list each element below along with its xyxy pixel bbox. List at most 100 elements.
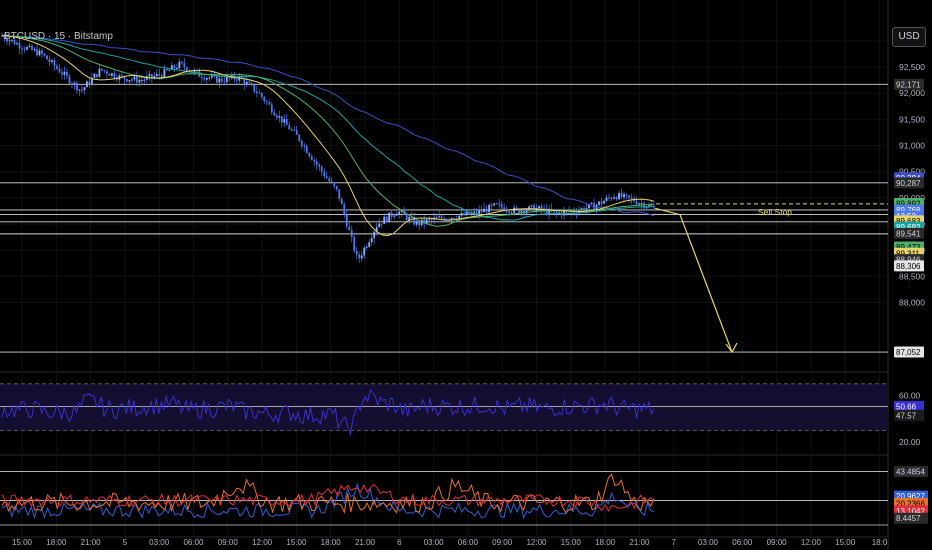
dmi-value-label: 8.4457 (894, 512, 928, 524)
candle-body (225, 77, 228, 82)
moving-average-long (1, 35, 655, 217)
candle-body (138, 80, 141, 83)
candle-body (285, 119, 288, 125)
time-tick-label: 06:00 (458, 538, 479, 547)
candle-body (303, 145, 306, 147)
rsi-tick-label: 20.00 (899, 437, 921, 447)
candle-body (530, 205, 533, 207)
rsi-line (1, 388, 655, 436)
price-label-text: 89,768 (896, 206, 921, 215)
rsi-value-label: 50.66 (894, 400, 924, 412)
time-tick-label: 12:00 (801, 538, 822, 547)
moving-average-green (1, 35, 655, 227)
candle-body (335, 186, 338, 190)
candle-body (388, 212, 391, 222)
time-tick-label: 15:00 (286, 538, 307, 547)
candle-body (308, 152, 311, 157)
candle-body (108, 74, 111, 76)
candle-body (355, 250, 358, 255)
candle-body (588, 204, 590, 209)
candle-body (535, 208, 538, 212)
candles (1, 32, 655, 263)
candle-body (155, 73, 158, 77)
candle-body (215, 75, 218, 83)
candle-body (365, 246, 368, 248)
candle-body (170, 65, 173, 70)
candle-body (126, 79, 128, 82)
candle-body (220, 78, 223, 82)
candle-body (610, 197, 613, 199)
candle-body (343, 204, 346, 215)
candle-body (131, 79, 133, 81)
dmi-value-label: 13.1042 (894, 505, 928, 517)
candle-body (580, 208, 583, 211)
candle-body (53, 60, 56, 67)
time-tick-label: 06:00 (183, 538, 204, 547)
candle-body (613, 197, 615, 199)
time-tick-label: 21:00 (629, 538, 650, 547)
candle-body (338, 189, 341, 199)
candle-body (315, 161, 318, 165)
time-tick-label: 09:00 (218, 538, 239, 547)
dmi-value-bg (894, 512, 928, 524)
time-tick-label: 12:00 (526, 538, 547, 547)
moving-average-mid (1, 35, 654, 221)
candle-body (615, 197, 618, 200)
candle-body (253, 84, 256, 92)
candle-body (395, 214, 398, 216)
candle-body (430, 219, 433, 221)
candle-body (96, 74, 98, 77)
candle-body (493, 203, 496, 206)
candle-body (545, 208, 548, 215)
candle-body (425, 219, 428, 224)
price-label-text: 87,052 (896, 348, 921, 357)
candle-body (200, 76, 203, 79)
dmi-minus-line (1, 482, 655, 520)
candle-body (293, 129, 296, 131)
candle-body (628, 195, 630, 198)
candle-body (270, 104, 273, 113)
candle-body (123, 76, 126, 80)
price-tick-label: 88,000 (899, 297, 925, 307)
candle-body (163, 69, 166, 78)
price-tick-label: 88,500 (899, 271, 925, 281)
candle-body (208, 77, 211, 79)
candle-body (240, 75, 243, 79)
candle-body (83, 87, 86, 90)
candle-body (488, 204, 491, 213)
candle-body (173, 65, 176, 69)
dmi-value-text: 20.2366 (896, 499, 925, 508)
time-tick-label: 6 (397, 538, 402, 547)
candle-body (61, 72, 63, 75)
time-tick-label: 18:00 (321, 538, 342, 547)
candle-body (235, 79, 238, 81)
candle-body (323, 171, 326, 177)
time-tick-label: 21:00 (355, 538, 376, 547)
candle-body (103, 70, 106, 72)
time-tick-label: 18:00 (46, 538, 67, 547)
candle-body (56, 66, 58, 69)
price-tick-label: 90,500 (899, 167, 925, 177)
candle-body (593, 203, 595, 210)
candle-body (483, 208, 486, 213)
chart-title: BTCUSD · 15 · Bitstamp (4, 31, 113, 42)
candle-body (73, 82, 76, 85)
candle-body (180, 61, 183, 64)
candle-body (353, 236, 356, 251)
candle-body (3, 35, 6, 39)
candle-body (490, 204, 493, 206)
candle-body (158, 73, 161, 76)
candle-body (458, 215, 461, 220)
candle-body (205, 77, 208, 80)
candle-body (150, 74, 153, 78)
candle-body (263, 97, 266, 102)
candle-body (218, 78, 221, 83)
sell-stop-label: Sell Stop (758, 207, 792, 217)
dmi-value-label: 20.2366 (894, 497, 928, 509)
candle-body (603, 200, 605, 204)
candle-body (600, 201, 603, 204)
candle-body (408, 216, 411, 220)
candle-body (393, 215, 396, 217)
currency-button[interactable]: USD (892, 27, 926, 47)
